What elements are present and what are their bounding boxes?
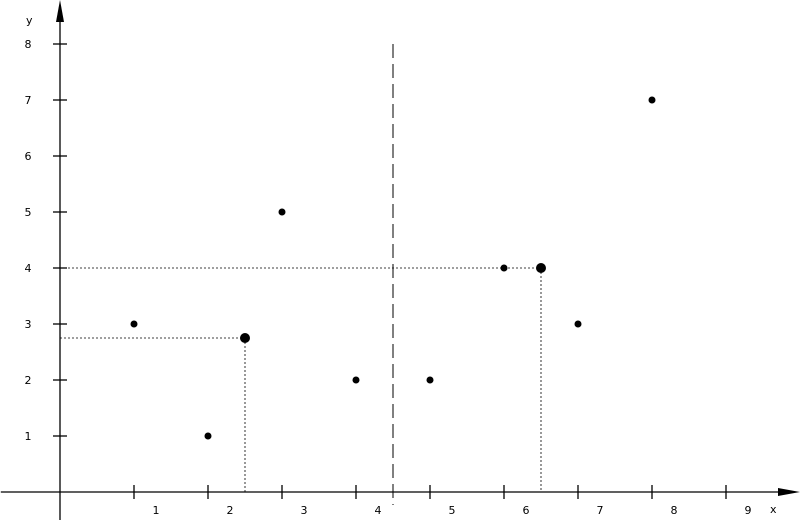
y-tick-label: 6	[25, 150, 32, 163]
y-tick-label: 7	[25, 94, 32, 107]
data-point	[204, 432, 212, 440]
data-points	[130, 96, 656, 440]
y-tick-label: 4	[25, 262, 32, 275]
x-tick-label: 1	[153, 504, 160, 517]
data-point	[648, 96, 656, 104]
projection-guides	[60, 267, 542, 492]
y-tick-label: 1	[25, 430, 32, 443]
x-tick-label: 3	[301, 504, 308, 517]
highlighted-point	[536, 263, 546, 273]
y-tick-label: 2	[25, 374, 32, 387]
x-tick-label: 8	[671, 504, 678, 517]
x-tick-label: 2	[227, 504, 234, 517]
x-tick-label: 7	[597, 504, 604, 517]
y-axis-label: y	[26, 14, 33, 27]
y-tick-label: 3	[25, 318, 32, 331]
y-axis-arrow	[56, 0, 64, 22]
data-point	[574, 320, 582, 328]
x-tick-label: 4	[375, 504, 382, 517]
x-axis-arrow	[778, 488, 800, 496]
y-tick-label: 5	[25, 206, 32, 219]
x-tick-label: 6	[523, 504, 530, 517]
highlighted-points	[240, 263, 546, 343]
data-point	[426, 376, 434, 384]
data-point	[500, 264, 508, 272]
x-ticks: 1 2 3 4 5 6 7 8 9	[133, 485, 752, 517]
highlighted-point	[240, 333, 250, 343]
x-tick-label: 5	[449, 504, 456, 517]
x-axis-label: x	[770, 503, 777, 516]
y-tick-label: 8	[25, 38, 32, 51]
x-tick-label: 9	[745, 504, 752, 517]
data-point	[130, 320, 138, 328]
y-ticks: 1 2 3 4 5 6 7 8	[25, 38, 67, 443]
data-point	[278, 208, 286, 216]
data-point	[352, 376, 360, 384]
